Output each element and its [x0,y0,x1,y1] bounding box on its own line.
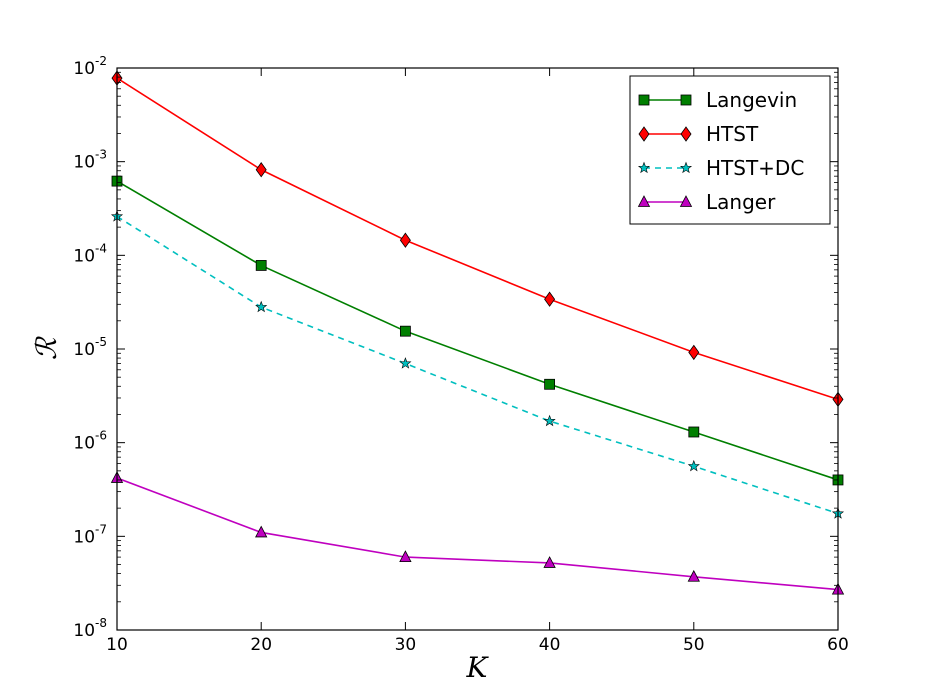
legend-marker [638,94,650,106]
x-tick-label: 60 [827,635,849,655]
data-point-langevin [688,426,700,438]
legend-marker [637,195,651,207]
data-point-htst-dc [687,459,700,472]
legend-label: HTST+DC [706,156,804,180]
y-tick-label: 10-4 [73,241,107,266]
data-point-htst-dc [255,300,268,313]
legend-label: Langer [706,190,776,214]
legend-item-htst: HTST [638,122,759,146]
legend-label: HTST [706,122,759,146]
data-point-htst-dc [543,414,556,427]
data-point-langer [255,525,268,538]
data-point-langer [399,550,412,563]
y-tick-label: 10-5 [73,335,107,360]
legend-label: Langevin [706,88,797,112]
ticks-layer: 10 20 30 40 50 60 10-8 10-7 10-6 10-5 10-4 10-3 10-2 [73,54,848,655]
series-line-langer [116,477,839,591]
legend-marker [637,161,651,174]
legend-marker [680,94,692,106]
x-axis-label: K [466,651,490,684]
y-tick-label: 10-7 [73,522,107,547]
series-line-langevin [116,180,839,481]
data-point-htst [544,291,556,307]
y-tick-label: 10-8 [73,616,107,641]
y-tick-label: 10-3 [73,148,107,173]
y-axis-label: ℛ [30,336,63,360]
y-tick-label: 10-6 [73,429,107,454]
series-line-htst [116,77,839,401]
legend-marker [679,195,693,207]
x-tick-label: 10 [106,635,128,655]
series-htst [111,70,844,408]
legend-marker [638,126,650,142]
x-tick-label: 50 [683,635,705,655]
legend-marker [680,126,692,142]
x-tick-label: 40 [539,635,561,655]
data-point-langer [687,569,700,582]
data-point-htst [255,162,267,178]
legend-item-langevin: Langevin [638,88,797,112]
legend-item-htst-dc: HTST+DC [637,156,804,180]
legend-marker [679,161,693,174]
legend-item-langer: Langer [637,190,776,214]
y-tick-label: 10-2 [73,54,107,79]
x-tick-label: 20 [250,635,272,655]
data-point-langevin [544,378,555,390]
data-point-htst [688,344,700,361]
data-point-langevin [399,325,411,337]
legend: Langevin HTST HTST+DC Langer [629,75,831,225]
x-tick-label: 30 [395,635,417,655]
data-point-htst [399,232,411,248]
data-point-htst-dc [399,357,412,369]
data-point-langevin [255,260,267,271]
data-point-langer [543,556,556,568]
